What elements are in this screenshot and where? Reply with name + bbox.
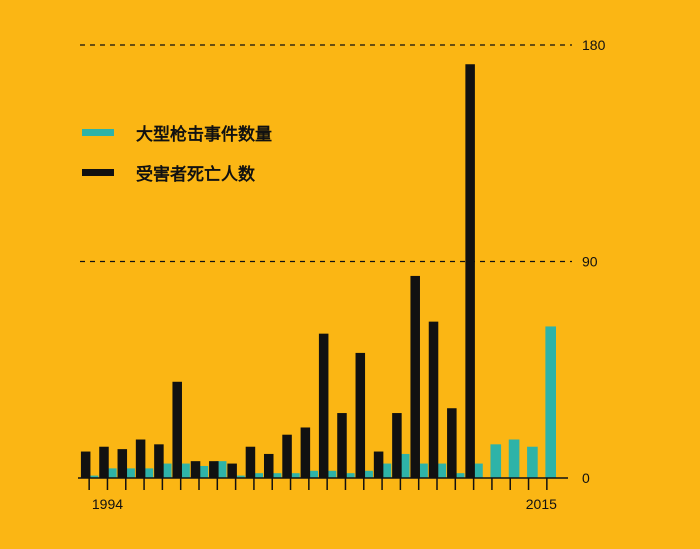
bar-shootings-15: [362, 470, 373, 478]
bar-deaths-8: [227, 463, 237, 478]
bar-deaths-20: [447, 408, 457, 478]
bar-shootings-14: [343, 473, 355, 478]
bar-shootings-11: [289, 473, 300, 478]
bar-shootings-3: [142, 468, 154, 478]
bar-shootings-2: [124, 468, 135, 478]
bar-deaths-1: [99, 446, 109, 478]
bar-shootings-17: [398, 453, 410, 478]
bar-deaths-2: [117, 449, 128, 478]
bar-shootings-6: [197, 465, 209, 478]
y-tick-label-0: 0: [582, 470, 590, 486]
bar-deaths-12: [300, 427, 311, 478]
legend-item-shootings: 大型枪击事件数量: [82, 112, 272, 152]
bar-shootings-24: [527, 446, 538, 478]
bar-shootings-4: [160, 463, 172, 478]
bar-shootings-7: [215, 461, 227, 478]
bar-shootings-21: [472, 463, 483, 478]
bar-shootings-10: [270, 473, 282, 478]
legend: 大型枪击事件数量 受害者死亡人数: [82, 112, 272, 192]
legend-swatch-black: [82, 168, 114, 176]
bar-shootings-9: [252, 473, 264, 478]
bar-deaths-5: [172, 381, 182, 478]
y-tick-label-180: 180: [582, 37, 606, 53]
bar-shootings-13: [325, 470, 337, 478]
bar-shootings-25: [545, 326, 556, 478]
bar-deaths-14: [337, 413, 347, 478]
bar-shootings-1: [105, 468, 117, 478]
bar-deaths-10: [263, 453, 274, 478]
bar-shootings-12: [307, 470, 318, 478]
bar-shootings-0: [87, 475, 99, 478]
bar-deaths-13: [318, 333, 329, 478]
bar-deaths-0: [80, 451, 91, 478]
bar-deaths-21: [465, 64, 475, 478]
bar-shootings-18: [417, 463, 428, 478]
bar-deaths-17: [392, 413, 402, 478]
bar-deaths-15: [355, 352, 366, 478]
bar-deaths-19: [428, 321, 439, 478]
bar-shootings-19: [435, 463, 447, 478]
bar-deaths-18: [410, 275, 420, 478]
legend-label-shootings: 大型枪击事件数量: [136, 124, 272, 145]
bar-shootings-22: [490, 444, 502, 478]
bar-deaths-7: [209, 461, 219, 478]
bar-deaths-6: [190, 461, 201, 478]
x-tick-label-2015: 2015: [526, 496, 557, 512]
y-tick-label-90: 90: [582, 254, 598, 270]
legend-label-deaths: 受害者死亡人数: [136, 164, 255, 185]
bar-deaths-16: [373, 451, 384, 478]
bar-deaths-9: [245, 446, 256, 478]
legend-swatch-teal: [82, 128, 114, 136]
bar-shootings-23: [508, 439, 520, 478]
bar-deaths-3: [135, 439, 146, 478]
bar-deaths-4: [154, 444, 164, 478]
bar-shootings-5: [179, 463, 190, 478]
x-tick-label-1994: 1994: [92, 496, 123, 512]
legend-item-deaths: 受害者死亡人数: [82, 152, 272, 192]
bar-shootings-16: [380, 463, 392, 478]
bar-shootings-20: [453, 473, 465, 478]
bar-shootings-8: [234, 475, 245, 478]
bar-deaths-11: [282, 434, 292, 478]
